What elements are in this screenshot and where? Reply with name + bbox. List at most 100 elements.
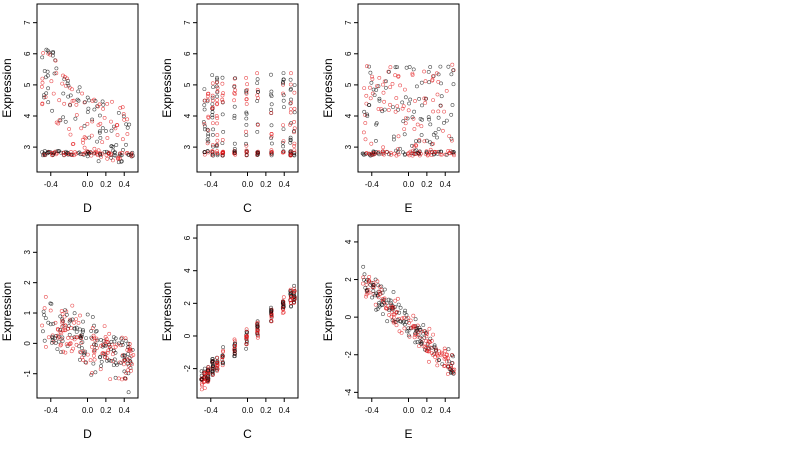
data-point bbox=[202, 150, 207, 154]
data-point bbox=[395, 296, 400, 301]
data-point bbox=[215, 363, 220, 368]
data-point bbox=[210, 132, 215, 137]
data-point bbox=[76, 89, 81, 94]
data-point bbox=[215, 98, 220, 103]
data-point bbox=[370, 74, 374, 79]
data-point bbox=[53, 336, 58, 341]
data-point bbox=[431, 141, 435, 146]
data-point bbox=[376, 295, 381, 300]
data-point bbox=[90, 326, 95, 330]
data-point bbox=[382, 300, 387, 305]
data-point bbox=[292, 90, 297, 95]
data-point bbox=[221, 91, 226, 96]
data-point bbox=[406, 316, 411, 321]
data-point bbox=[374, 291, 379, 296]
data-point bbox=[413, 99, 417, 103]
data-point bbox=[83, 136, 88, 141]
data-point bbox=[116, 376, 121, 381]
data-point bbox=[438, 64, 443, 69]
x-tick-label: 0.2 bbox=[260, 406, 272, 415]
data-point bbox=[441, 121, 446, 125]
data-point bbox=[40, 101, 45, 106]
data-point bbox=[215, 121, 219, 126]
data-point bbox=[292, 148, 297, 153]
data-point bbox=[424, 138, 429, 143]
data-point bbox=[269, 148, 274, 153]
data-point bbox=[244, 102, 249, 106]
data-point bbox=[107, 331, 112, 336]
data-point bbox=[442, 364, 446, 368]
data-point bbox=[288, 153, 293, 158]
data-point bbox=[376, 301, 381, 306]
data-point bbox=[220, 137, 225, 142]
data-point bbox=[54, 120, 59, 125]
y-tick-label: 6 bbox=[183, 51, 192, 56]
data-point bbox=[93, 329, 98, 334]
data-point bbox=[215, 133, 220, 137]
data-point bbox=[80, 91, 85, 96]
data-point bbox=[292, 83, 297, 88]
data-point bbox=[94, 336, 99, 341]
data-point bbox=[371, 150, 376, 155]
data-point bbox=[233, 341, 238, 346]
data-point bbox=[281, 299, 286, 304]
data-point bbox=[101, 107, 106, 111]
data-point bbox=[114, 143, 119, 147]
data-point bbox=[419, 329, 424, 334]
data-point bbox=[85, 110, 90, 114]
x-tick-label: 0.0 bbox=[242, 406, 254, 415]
data-point bbox=[245, 82, 250, 87]
data-point bbox=[438, 103, 443, 108]
data-point bbox=[43, 153, 47, 158]
data-point bbox=[89, 133, 94, 138]
data-point bbox=[68, 342, 73, 346]
data-point bbox=[40, 80, 45, 85]
y-tick-label: 4 bbox=[344, 113, 353, 118]
data-point bbox=[118, 343, 123, 348]
data-point bbox=[49, 79, 54, 84]
data-point bbox=[126, 352, 131, 356]
data-point bbox=[51, 152, 56, 157]
data-point bbox=[404, 313, 409, 317]
data-point bbox=[220, 112, 225, 117]
data-point bbox=[371, 87, 376, 92]
data-point bbox=[391, 312, 396, 317]
data-point bbox=[269, 141, 274, 146]
data-point bbox=[289, 71, 293, 76]
data-point bbox=[410, 115, 415, 120]
data-point bbox=[255, 99, 260, 103]
data-point bbox=[107, 358, 112, 363]
data-point bbox=[205, 98, 210, 102]
data-point bbox=[373, 293, 378, 298]
data-point bbox=[406, 108, 411, 113]
panel-1: -0.4 0.0 0.2 0.4 3 4 5 6 7 D Expression bbox=[0, 3, 139, 215]
data-point bbox=[98, 135, 103, 140]
data-point bbox=[402, 152, 407, 157]
data-point bbox=[244, 123, 249, 127]
data-point bbox=[425, 150, 429, 155]
data-point bbox=[74, 329, 79, 334]
data-point bbox=[210, 81, 215, 86]
data-point bbox=[101, 339, 106, 343]
x-tick-label: 0.0 bbox=[82, 406, 94, 415]
data-point bbox=[292, 141, 297, 146]
data-point bbox=[40, 323, 45, 328]
data-point bbox=[103, 355, 108, 360]
data-point bbox=[200, 383, 204, 388]
data-point bbox=[288, 151, 293, 156]
y-axis-label: Expression bbox=[0, 58, 14, 117]
x-tick-label: 0.0 bbox=[82, 180, 94, 189]
data-point bbox=[419, 133, 424, 137]
data-point bbox=[232, 337, 237, 342]
data-point bbox=[384, 79, 388, 84]
data-point bbox=[431, 109, 436, 114]
data-point bbox=[288, 107, 293, 112]
data-point bbox=[92, 342, 97, 347]
data-point bbox=[232, 113, 237, 118]
data-point bbox=[93, 99, 98, 103]
data-point bbox=[78, 313, 82, 318]
data-point bbox=[407, 65, 412, 69]
data-point bbox=[70, 153, 75, 158]
data-point bbox=[244, 346, 249, 351]
data-point bbox=[221, 349, 226, 354]
